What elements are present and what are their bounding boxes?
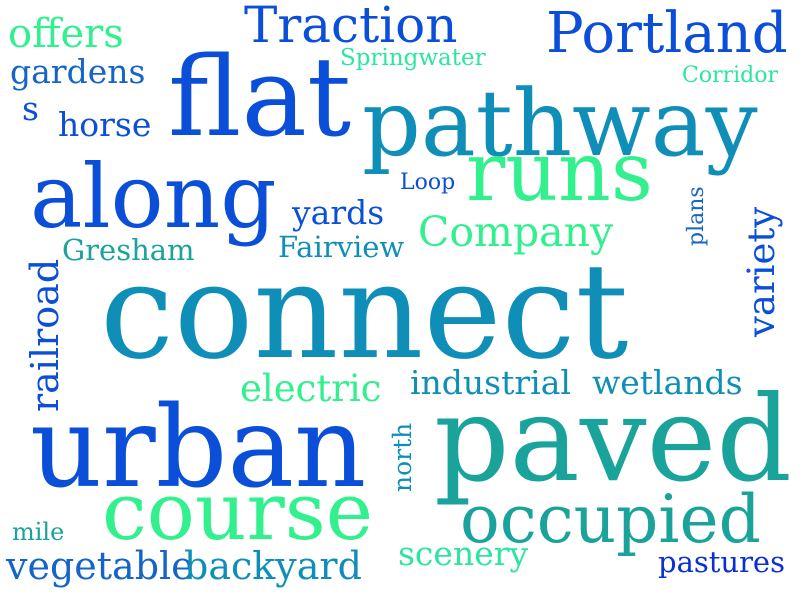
word-urban: urban [30, 383, 367, 513]
word-springwater: Springwater [340, 45, 486, 71]
word-connect: connect [100, 235, 629, 389]
word-flat: flat [168, 33, 352, 161]
word-wetlands: wetlands [592, 363, 743, 402]
word-industrial: industrial [410, 363, 571, 402]
word-loop: Loop [400, 170, 456, 195]
word-along: along [30, 145, 277, 248]
word-gresham: Gresham [62, 233, 195, 267]
word-paved: paved [434, 370, 792, 508]
word-portland: Portland [546, 1, 788, 66]
word-s: s [22, 89, 39, 128]
word-electric: electric [240, 367, 382, 410]
word-north: north [388, 422, 417, 492]
word-pathway: pathway [362, 70, 758, 177]
word-scenery: scenery [398, 534, 529, 573]
word-gardens: gardens [10, 52, 146, 91]
word-runs: runs [466, 125, 653, 220]
word-vegetable: vegetable [6, 544, 194, 588]
word-offers: offers [8, 11, 124, 57]
word-variety: variety [740, 206, 783, 337]
word-horse: horse [58, 105, 152, 144]
word-traction: Traction [244, 0, 458, 54]
word-mile: mile [12, 518, 65, 546]
word-corridor: Corridor [682, 63, 778, 88]
word-plans: plans [684, 186, 709, 246]
word-pastures: pastures [658, 545, 785, 579]
word-backyard: backyard [184, 544, 362, 588]
word-yards: yards [292, 193, 385, 232]
word-course: course [102, 465, 374, 558]
word-company: Company [418, 208, 614, 256]
word-occupied: occupied [460, 481, 761, 558]
word-fairview: Fairview [278, 230, 405, 264]
